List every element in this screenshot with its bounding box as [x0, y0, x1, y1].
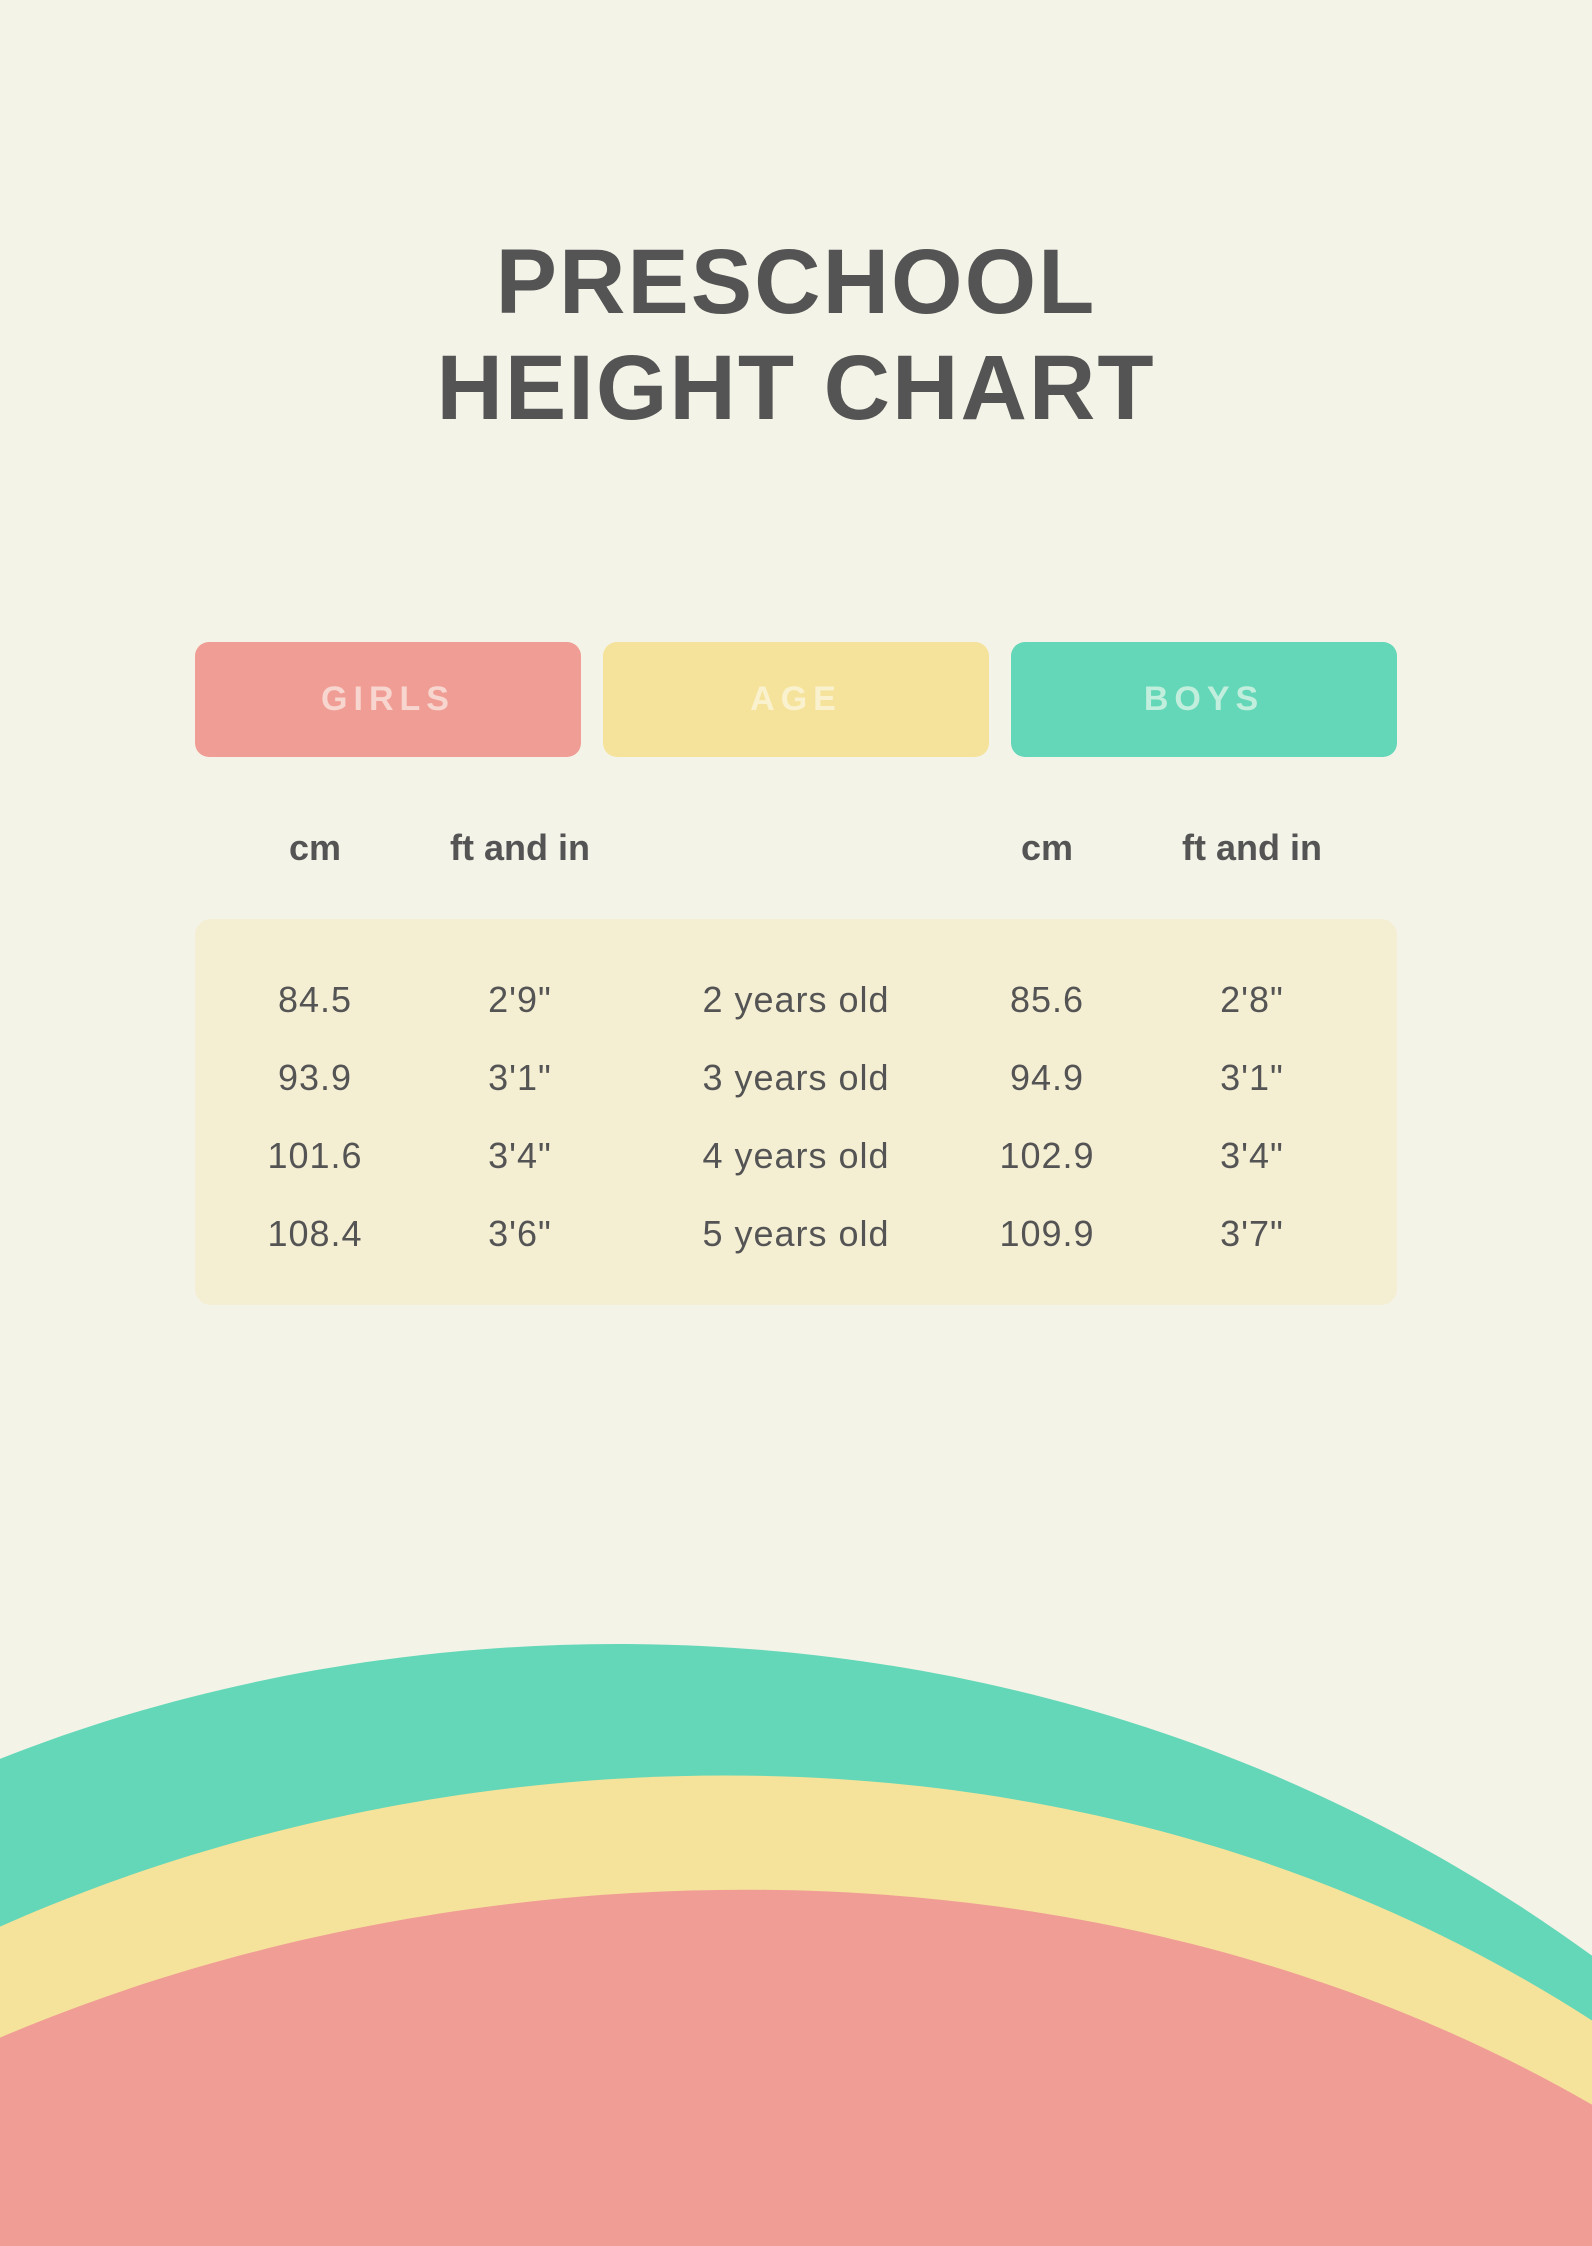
subheader-boys-cm: cm	[957, 827, 1137, 869]
subheader-age-spacer	[635, 827, 957, 869]
page-title: PRESCHOOL HEIGHT CHART	[195, 230, 1397, 442]
subheader-girls-cm: cm	[225, 827, 405, 869]
subheader-boys-ftin: ft and in	[1137, 827, 1367, 869]
cell-boys-ftin: 2'8"	[1137, 979, 1367, 1021]
tab-girls-label: GIRLS	[321, 680, 455, 719]
cell-boys-cm: 94.9	[957, 1057, 1137, 1099]
title-line-2: HEIGHT CHART	[436, 337, 1155, 439]
cell-boys-ftin: 3'7"	[1137, 1213, 1367, 1255]
table-row: 93.9 3'1" 3 years old 94.9 3'1"	[225, 1057, 1367, 1099]
cell-girls-cm: 108.4	[225, 1213, 405, 1255]
title-line-1: PRESCHOOL	[496, 231, 1097, 333]
header-tabs: GIRLS AGE BOYS	[195, 642, 1397, 757]
cell-boys-cm: 102.9	[957, 1135, 1137, 1177]
cell-girls-cm: 101.6	[225, 1135, 405, 1177]
cell-girls-ftin: 3'6"	[405, 1213, 635, 1255]
cell-girls-cm: 84.5	[225, 979, 405, 1021]
subheader-girls-ftin: ft and in	[405, 827, 635, 869]
cell-girls-cm: 93.9	[225, 1057, 405, 1099]
content: PRESCHOOL HEIGHT CHART GIRLS AGE BOYS cm…	[0, 0, 1592, 1305]
tab-age: AGE	[603, 642, 989, 757]
cell-age: 3 years old	[635, 1057, 957, 1099]
cell-boys-ftin: 3'4"	[1137, 1135, 1367, 1177]
cell-girls-ftin: 2'9"	[405, 979, 635, 1021]
cell-boys-cm: 85.6	[957, 979, 1137, 1021]
table-row: 108.4 3'6" 5 years old 109.9 3'7"	[225, 1213, 1367, 1255]
cell-boys-ftin: 3'1"	[1137, 1057, 1367, 1099]
cell-boys-cm: 109.9	[957, 1213, 1137, 1255]
page: PRESCHOOL HEIGHT CHART GIRLS AGE BOYS cm…	[0, 0, 1592, 2246]
tab-boys-label: BOYS	[1144, 680, 1264, 719]
tab-girls: GIRLS	[195, 642, 581, 757]
data-panel: 84.5 2'9" 2 years old 85.6 2'8" 93.9 3'1…	[195, 919, 1397, 1305]
table-row: 84.5 2'9" 2 years old 85.6 2'8"	[225, 979, 1367, 1021]
cell-girls-ftin: 3'1"	[405, 1057, 635, 1099]
subheaders: cm ft and in cm ft and in	[195, 827, 1397, 869]
cell-age: 4 years old	[635, 1135, 957, 1177]
tab-age-label: AGE	[750, 680, 842, 719]
cell-age: 5 years old	[635, 1213, 957, 1255]
cell-age: 2 years old	[635, 979, 957, 1021]
tab-boys: BOYS	[1011, 642, 1397, 757]
table-row: 101.6 3'4" 4 years old 102.9 3'4"	[225, 1135, 1367, 1177]
cell-girls-ftin: 3'4"	[405, 1135, 635, 1177]
